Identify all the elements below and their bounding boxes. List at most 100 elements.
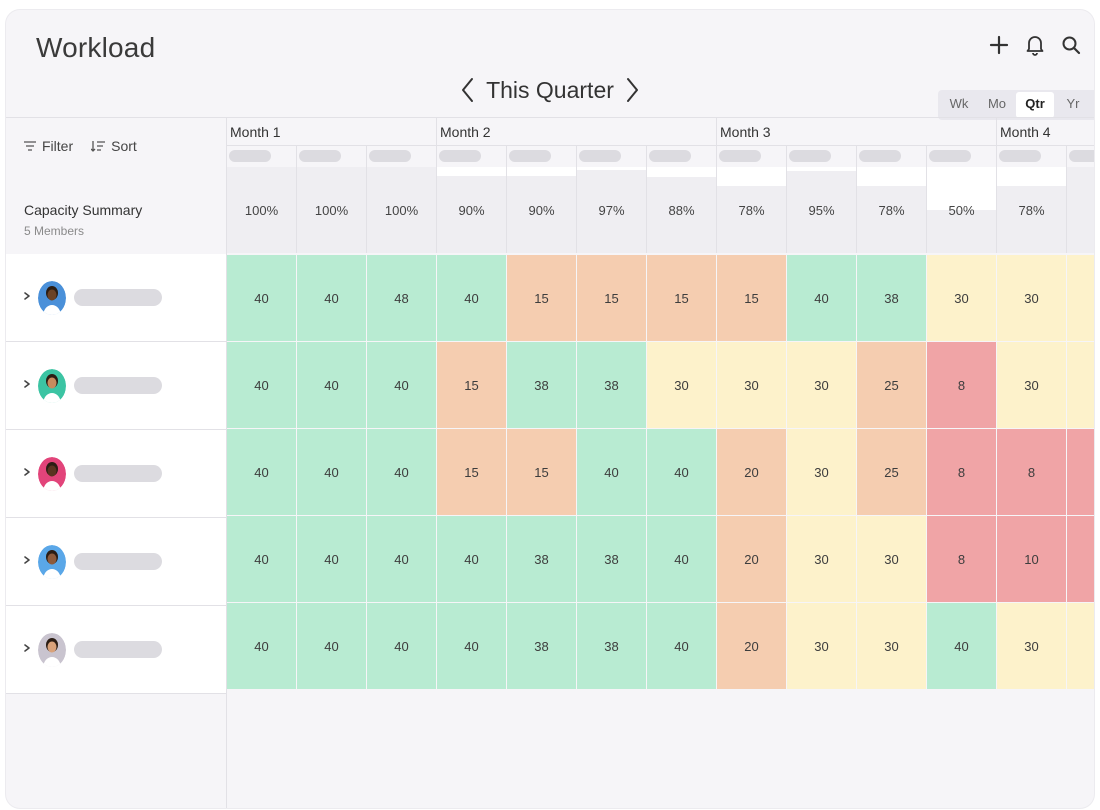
workload-cell[interactable]: 40 xyxy=(647,516,716,602)
avatar xyxy=(38,545,66,579)
chevron-right-icon[interactable] xyxy=(22,552,32,568)
chevron-right-icon[interactable] xyxy=(22,464,32,480)
previous-period-icon[interactable] xyxy=(458,76,476,104)
workload-cell[interactable]: 15 xyxy=(507,429,576,515)
workload-cell[interactable]: 30 xyxy=(717,342,786,428)
member-row[interactable] xyxy=(6,518,226,606)
workload-cell[interactable]: 40 xyxy=(787,255,856,341)
workload-cell[interactable]: 40 xyxy=(577,429,646,515)
chevron-right-icon[interactable] xyxy=(22,640,32,656)
workload-cell[interactable]: 40 xyxy=(437,516,506,602)
week-header-row xyxy=(227,145,1094,167)
search-icon[interactable] xyxy=(1060,34,1082,56)
workload-cell[interactable]: 40 xyxy=(927,603,996,689)
workload-cell[interactable]: 40 xyxy=(367,429,436,515)
capacity-cell: 90% xyxy=(507,167,577,253)
workload-cell[interactable]: 8 xyxy=(927,342,996,428)
workload-cell[interactable] xyxy=(1067,255,1094,341)
scale-option-month[interactable]: Mo xyxy=(987,96,1007,111)
workload-cell[interactable]: 40 xyxy=(227,429,296,515)
workload-cell[interactable]: 30 xyxy=(787,603,856,689)
workload-cell[interactable]: 38 xyxy=(507,342,576,428)
workload-cell[interactable]: 38 xyxy=(577,516,646,602)
workload-cell[interactable]: 40 xyxy=(227,516,296,602)
filter-button[interactable]: Filter xyxy=(24,138,73,154)
workload-app: Workload This Quarter Wk Mo Qtr Yr xyxy=(6,10,1094,808)
workload-cell[interactable]: 38 xyxy=(577,342,646,428)
member-row[interactable] xyxy=(6,430,226,518)
workload-cell[interactable] xyxy=(1067,342,1094,428)
workload-cell[interactable]: 15 xyxy=(507,255,576,341)
workload-cell[interactable]: 40 xyxy=(647,603,716,689)
workload-cell[interactable]: 8 xyxy=(997,429,1066,515)
workload-cell[interactable]: 40 xyxy=(367,603,436,689)
workload-cell[interactable]: 30 xyxy=(927,255,996,341)
workload-cell[interactable]: 30 xyxy=(997,255,1066,341)
workload-cell[interactable]: 40 xyxy=(227,603,296,689)
chevron-right-icon[interactable] xyxy=(22,376,32,392)
workload-cell[interactable]: 40 xyxy=(297,342,366,428)
workload-cell[interactable]: 40 xyxy=(437,255,506,341)
workload-cell[interactable]: 15 xyxy=(577,255,646,341)
workload-cell[interactable]: 30 xyxy=(787,429,856,515)
bell-icon[interactable] xyxy=(1024,34,1046,56)
member-row[interactable] xyxy=(6,342,226,430)
workload-cell[interactable]: 40 xyxy=(297,603,366,689)
workload-cell[interactable]: 15 xyxy=(437,429,506,515)
scale-option-year[interactable]: Yr xyxy=(1066,96,1080,111)
workload-cell[interactable]: 10 xyxy=(997,516,1066,602)
workload-cell[interactable]: 15 xyxy=(717,255,786,341)
workload-cell[interactable]: 30 xyxy=(787,342,856,428)
scale-option-quarter[interactable]: Qtr xyxy=(1016,92,1054,118)
capacity-remaining xyxy=(577,167,646,170)
workload-cell[interactable]: 40 xyxy=(367,342,436,428)
week-header xyxy=(507,145,577,167)
member-row[interactable] xyxy=(6,254,226,342)
workload-cell[interactable] xyxy=(1067,429,1094,515)
week-label-placeholder xyxy=(509,150,551,162)
capacity-row: 100% 100% 100% 90% 90% 97% 88% 78% 95% 78% 50% 78% 1… xyxy=(227,167,1094,253)
workload-cell[interactable]: 40 xyxy=(647,429,716,515)
workload-cell[interactable]: 40 xyxy=(297,255,366,341)
sort-button[interactable]: Sort xyxy=(91,138,137,154)
workload-cell[interactable]: 38 xyxy=(857,255,926,341)
workload-cell[interactable]: 40 xyxy=(297,429,366,515)
header-actions xyxy=(988,34,1082,56)
chevron-right-icon[interactable] xyxy=(22,288,32,304)
workload-cell[interactable]: 40 xyxy=(227,342,296,428)
workload-cell[interactable]: 20 xyxy=(717,603,786,689)
workload-cell[interactable]: 20 xyxy=(717,429,786,515)
workload-cell[interactable]: 8 xyxy=(927,429,996,515)
workload-cell[interactable] xyxy=(1067,603,1094,689)
workload-cell[interactable]: 40 xyxy=(227,255,296,341)
workload-cell[interactable]: 25 xyxy=(857,429,926,515)
workload-cell[interactable]: 30 xyxy=(997,603,1066,689)
member-row[interactable] xyxy=(6,606,226,694)
next-period-icon[interactable] xyxy=(624,76,642,104)
workload-cell[interactable] xyxy=(1067,516,1094,602)
week-label-placeholder xyxy=(999,150,1041,162)
workload-cell[interactable]: 30 xyxy=(857,603,926,689)
workload-cell[interactable]: 8 xyxy=(927,516,996,602)
workload-cell[interactable]: 20 xyxy=(717,516,786,602)
workload-row: 40 40 40 40 38 38 40 20 30 30 8 10 xyxy=(227,516,1094,602)
workload-cell[interactable]: 30 xyxy=(647,342,716,428)
capacity-cell: 78% xyxy=(717,167,787,253)
week-label-placeholder xyxy=(1069,150,1094,162)
workload-cell[interactable]: 40 xyxy=(367,516,436,602)
workload-cell[interactable]: 38 xyxy=(507,603,576,689)
plus-icon[interactable] xyxy=(988,34,1010,56)
workload-cell[interactable]: 40 xyxy=(437,603,506,689)
workload-cell[interactable]: 30 xyxy=(787,516,856,602)
workload-cell[interactable]: 30 xyxy=(857,516,926,602)
scale-option-week[interactable]: Wk xyxy=(949,96,969,111)
workload-cell[interactable]: 30 xyxy=(997,342,1066,428)
workload-cell[interactable]: 40 xyxy=(297,516,366,602)
workload-cell[interactable]: 38 xyxy=(577,603,646,689)
week-label-placeholder xyxy=(789,150,831,162)
workload-cell[interactable]: 38 xyxy=(507,516,576,602)
workload-cell[interactable]: 15 xyxy=(647,255,716,341)
workload-cell[interactable]: 15 xyxy=(437,342,506,428)
workload-cell[interactable]: 25 xyxy=(857,342,926,428)
workload-cell[interactable]: 48 xyxy=(367,255,436,341)
